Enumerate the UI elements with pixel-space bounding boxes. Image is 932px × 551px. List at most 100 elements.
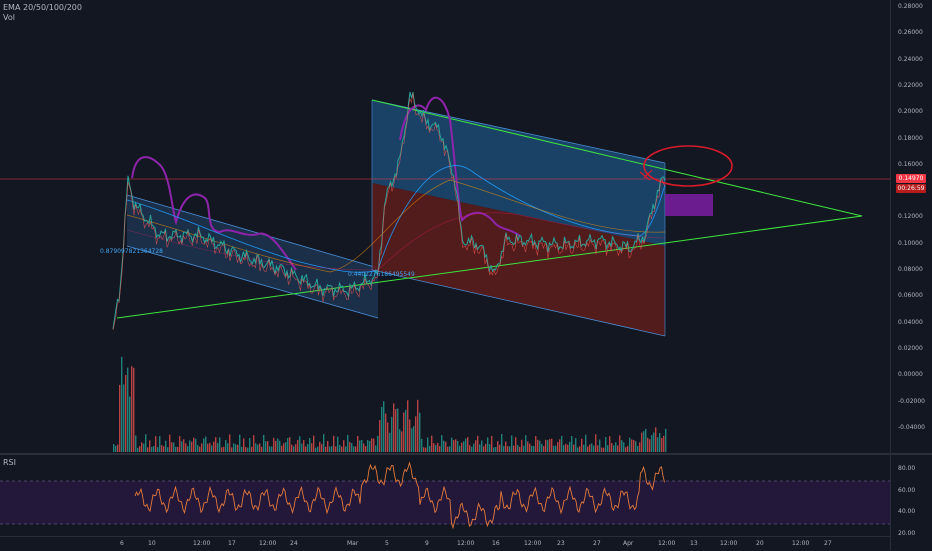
- volume-bar: [277, 438, 279, 452]
- purple-drawing-left[interactable]: [131, 156, 297, 271]
- purple-drawing-right[interactable]: [399, 96, 521, 237]
- volume-bar: [319, 441, 321, 452]
- volume-bar: [331, 446, 333, 452]
- ema-100: [126, 212, 666, 271]
- trendline-lower[interactable]: [116, 215, 863, 319]
- volume-bar: [231, 447, 233, 452]
- volume-bar: [575, 438, 577, 452]
- volume-bar: [515, 437, 517, 452]
- volume-bar: [565, 443, 567, 452]
- volume-bar: [199, 446, 201, 452]
- channel-2-lower-fill: [372, 183, 665, 336]
- volume-bar: [643, 431, 645, 452]
- volume-bar: [229, 434, 231, 452]
- volume-bar: [141, 442, 143, 452]
- volume-bar: [371, 438, 373, 452]
- volume-bar: [113, 444, 115, 452]
- volume-bar: [209, 442, 211, 452]
- volume-bar: [313, 435, 315, 452]
- price-tick: 0.02000: [898, 344, 923, 352]
- volume-bar: [631, 439, 633, 452]
- volume-bar: [413, 426, 415, 452]
- volume-bar: [503, 446, 505, 452]
- volume-bar: [509, 446, 511, 452]
- volume-bar: [473, 443, 475, 452]
- price-tick: 0.16000: [898, 160, 923, 168]
- volume-bar: [311, 443, 313, 452]
- price-tick: 0.18000: [898, 134, 923, 142]
- volume-bar: [397, 408, 399, 452]
- volume-bar: [237, 444, 239, 452]
- volume-bar: [645, 428, 647, 452]
- volume-bar: [563, 445, 565, 452]
- channel-2-upper-fill: [372, 100, 665, 246]
- volume-bar: [275, 440, 277, 452]
- trendline-upper[interactable]: [371, 99, 863, 217]
- volume-bar: [317, 446, 319, 452]
- price-tick: 0.08000: [898, 266, 923, 273]
- volume-bar: [157, 447, 159, 452]
- volume-bar: [205, 436, 207, 452]
- volume-bar: [347, 434, 349, 452]
- volume-bar: [349, 441, 351, 452]
- volume-bar: [617, 445, 619, 452]
- vol-legend[interactable]: Vol: [3, 13, 15, 22]
- rsi-line: [134, 461, 665, 530]
- last-price-badge: 0.14970: [896, 174, 926, 183]
- volume-bar: [605, 437, 607, 452]
- volume-bar: [493, 447, 495, 452]
- volume-bar: [513, 445, 515, 452]
- volume-bar: [447, 446, 449, 452]
- volume-bar: [149, 440, 151, 452]
- volume-bar: [267, 441, 269, 452]
- volume-bar: [291, 444, 293, 452]
- volume-bar: [423, 447, 425, 452]
- volume-bar: [197, 444, 199, 452]
- time-label: 27: [824, 540, 832, 547]
- volume-bar: [417, 399, 419, 452]
- pane-separator[interactable]: [0, 453, 932, 455]
- volume-bar: [191, 441, 193, 452]
- volume-bars: [113, 356, 667, 452]
- volume-bar: [133, 367, 135, 452]
- volume-bar: [147, 447, 149, 452]
- volume-bar: [593, 445, 595, 452]
- ema-legend[interactable]: EMA 20/50/100/200: [3, 3, 82, 12]
- price-axis[interactable]: [890, 0, 932, 550]
- volume-bar: [265, 441, 267, 452]
- red-circle-drawing[interactable]: [643, 145, 733, 187]
- price-tick: 0.28000: [898, 3, 923, 10]
- volume-bar: [589, 444, 591, 452]
- volume-bar: [343, 440, 345, 452]
- ema-20: [126, 165, 666, 273]
- volume-bar: [433, 443, 435, 452]
- volume-bar: [555, 445, 557, 452]
- volume-bar: [541, 443, 543, 452]
- volume-bar: [151, 446, 153, 452]
- volume-bar: [559, 439, 561, 452]
- volume-bar: [439, 446, 441, 452]
- volume-bar: [403, 412, 405, 452]
- target-box[interactable]: [665, 194, 713, 216]
- volume-bar: [305, 446, 307, 452]
- rsi-legend[interactable]: RSI: [3, 458, 16, 467]
- volume-bar: [641, 432, 643, 452]
- volume-bar: [235, 444, 237, 452]
- volume-bar: [339, 445, 341, 452]
- volume-bar: [523, 445, 525, 452]
- volume-bar: [571, 435, 573, 452]
- volume-bar: [459, 445, 461, 452]
- volume-bar: [661, 438, 663, 452]
- volume-bar: [429, 445, 431, 452]
- volume-bar: [537, 439, 539, 452]
- price-tick: 0.12000: [898, 213, 923, 221]
- countdown-badge: 00:26:59: [896, 184, 926, 193]
- price-series: [112, 91, 666, 330]
- volume-bar: [621, 440, 623, 452]
- volume-bar: [355, 446, 357, 452]
- time-axis[interactable]: [0, 536, 890, 551]
- volume-bar: [187, 446, 189, 452]
- volume-bar: [353, 446, 355, 452]
- volume-bar: [139, 446, 141, 452]
- volume-bar: [491, 435, 493, 452]
